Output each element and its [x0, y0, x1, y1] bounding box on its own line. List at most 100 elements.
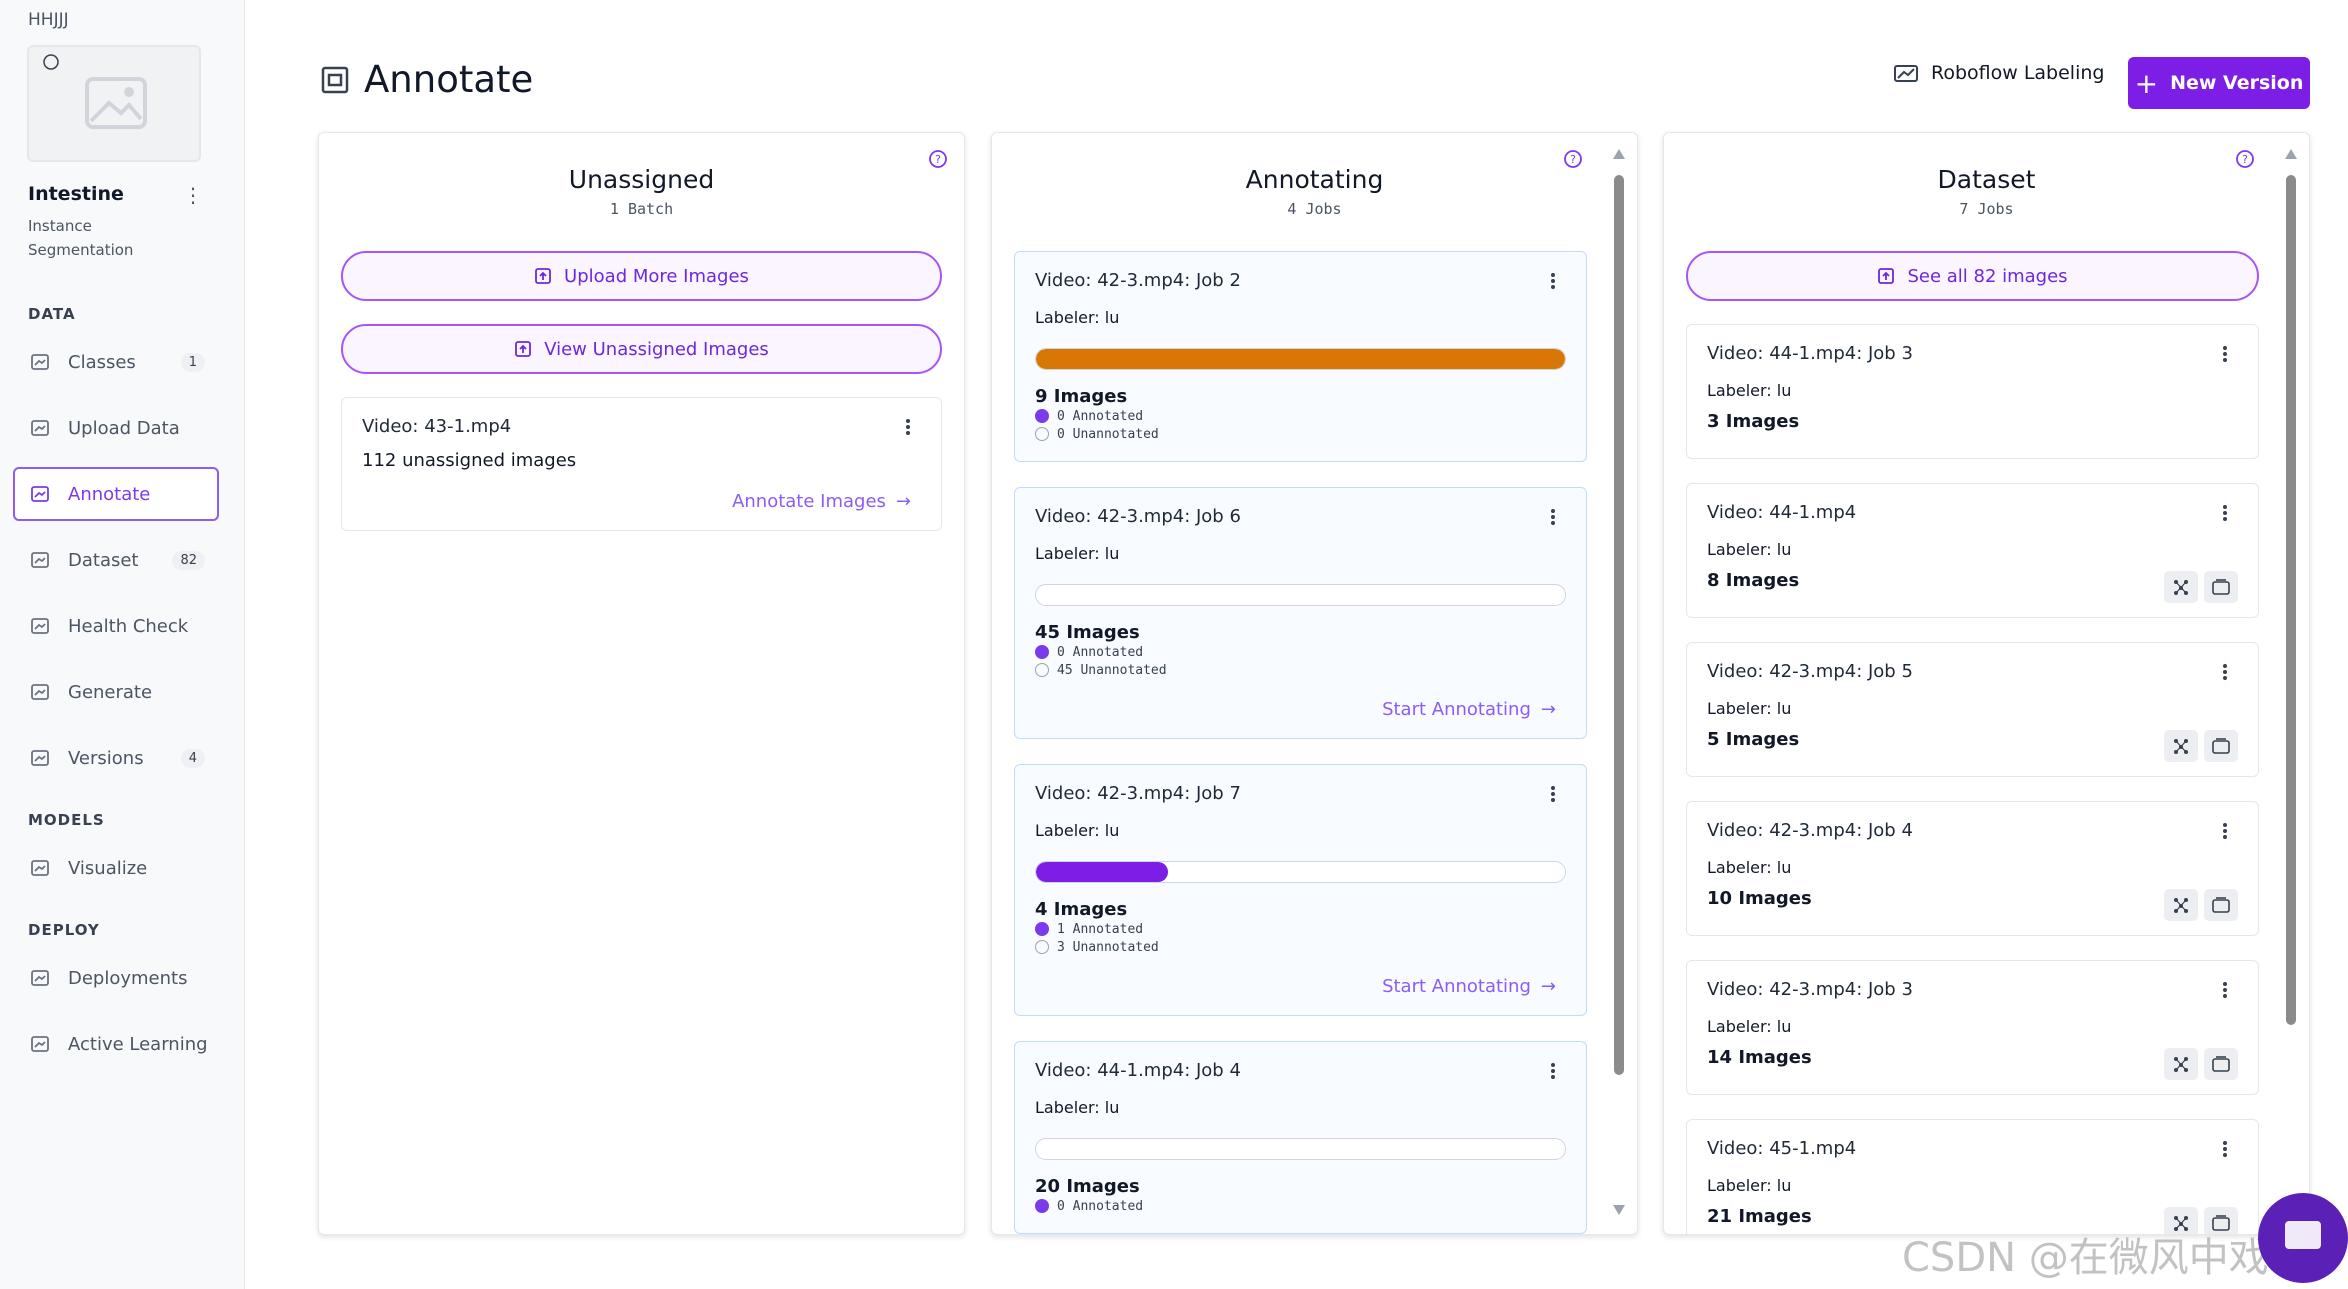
folder-button[interactable] — [2204, 730, 2238, 762]
card-menu[interactable] — [1550, 508, 1556, 526]
card: Video: 44-1.mp4: Job 4 Labeler: lu 20 Imag… — [1014, 1041, 1587, 1234]
card-menu[interactable] — [2222, 822, 2228, 840]
nav-item[interactable]: Upload Data — [13, 395, 219, 461]
column-subtitle: 1 Batch — [609, 200, 674, 218]
nav-item[interactable]: Generate — [13, 659, 219, 725]
image-count: 5 Images — [1707, 729, 1800, 750]
folder-button[interactable] — [2204, 1207, 2238, 1234]
help-icon[interactable]: ? — [2235, 149, 2255, 169]
graph-button[interactable] — [2164, 730, 2198, 762]
plus-icon: + — [2134, 66, 2159, 100]
new-version-text: New Version — [2170, 72, 2304, 94]
card-title: Video: 42-3.mp4: Job 4 — [1707, 820, 1913, 841]
nav-icon — [31, 970, 49, 986]
column-title: Annotating — [1245, 165, 1384, 194]
image-count: 3 Images — [1707, 411, 1800, 432]
nav-icon — [31, 420, 49, 436]
card-menu[interactable] — [1550, 1062, 1556, 1080]
nav-icon — [31, 1036, 49, 1052]
labeler: Labeler: lu — [1707, 1017, 1792, 1036]
card-menu[interactable] — [905, 418, 911, 436]
card-actions — [2164, 1207, 2238, 1234]
legend-dot — [1035, 940, 1049, 954]
nav-item[interactable]: Deployments — [13, 945, 219, 1011]
graph-button[interactable] — [2164, 571, 2198, 603]
column-header: Annotating 4 Jobs — [992, 133, 1637, 223]
action-button[interactable]: Upload More Images — [341, 251, 942, 301]
card-menu — [2223, 1141, 2227, 1157]
nav-icon — [30, 352, 68, 372]
help-icon: ? — [929, 150, 947, 168]
graph-button[interactable] — [2164, 1048, 2198, 1080]
nav-item[interactable]: Health Check — [13, 593, 219, 659]
thumb-icon — [43, 54, 147, 129]
folder-button[interactable] — [2204, 889, 2238, 921]
legend-dot — [1035, 427, 1049, 441]
labeler: Labeler: lu — [1707, 1176, 1792, 1195]
nav-icon — [30, 1034, 68, 1054]
unannotated-legend: 3 Unannotated — [1035, 938, 1566, 956]
title-text: Annotate — [364, 58, 534, 101]
nav-item[interactable]: Active Learning — [13, 1011, 219, 1077]
labeling-button[interactable]: Roboflow Labeling — [1893, 62, 2104, 84]
help-icon[interactable]: ? — [928, 149, 948, 169]
labeler: Labeler: lu — [1035, 544, 1120, 563]
card-actions — [2164, 1048, 2238, 1080]
annotated-legend: 1 Annotated — [1035, 920, 1566, 938]
action-button[interactable]: See all 82 images — [1686, 251, 2259, 301]
annotate-icon — [321, 66, 349, 93]
card-menu[interactable] — [2222, 345, 2228, 363]
card-menu[interactable] — [2222, 1140, 2228, 1158]
workspace[interactable]: HHJJJ — [28, 10, 69, 30]
nav-icon — [30, 484, 68, 504]
card-menu[interactable] — [2222, 663, 2228, 681]
labeler: Labeler: lu — [1707, 699, 1792, 718]
card-title: Video: 44-1.mp4 — [1707, 502, 1857, 523]
card-menu[interactable] — [1550, 785, 1556, 803]
project-menu[interactable]: ⋮ — [183, 183, 203, 207]
folder-button[interactable] — [2204, 571, 2238, 603]
graph-button[interactable] — [2164, 889, 2198, 921]
help-icon[interactable]: ? — [1563, 149, 1583, 169]
action-button[interactable]: View Unassigned Images — [341, 324, 942, 374]
legend-dot — [1035, 922, 1049, 936]
action-icon — [2174, 739, 2188, 754]
card-title: Video: 44-1.mp4: Job 4 — [1035, 1060, 1241, 1081]
unannotated-legend: 0 Unannotated — [1035, 425, 1566, 443]
labeling-text: Roboflow Labeling — [1931, 62, 2105, 84]
column-body: Video: 42-3.mp4: Job 2 Labeler: lu 9 Image… — [1014, 251, 1587, 1234]
nav: DATA Classes 1 Upload Data Annotate Dataset 82… — [13, 285, 219, 1077]
nav-icon — [30, 968, 68, 988]
card-menu[interactable] — [1550, 272, 1556, 290]
card-link[interactable]: Start Annotating → — [1382, 976, 1556, 997]
nav-icon — [31, 486, 49, 502]
card-menu — [1551, 509, 1555, 525]
labeler: Labeler: lu — [1707, 540, 1792, 559]
nav-label: Classes — [68, 351, 136, 373]
card-menu[interactable] — [2222, 981, 2228, 999]
card-link[interactable]: Start Annotating → — [1382, 699, 1556, 720]
column-header: Dataset 7 Jobs — [1664, 133, 2309, 223]
nav-item[interactable]: Dataset 82 — [13, 527, 219, 593]
chat-button[interactable] — [2255, 1188, 2348, 1289]
action-icon — [2212, 738, 2230, 754]
card: Video: 45-1.mp4 Labeler: lu 21 Images — [1686, 1119, 2259, 1234]
card-menu — [2223, 982, 2227, 998]
new-version-button[interactable]: + New Version — [2128, 57, 2310, 109]
nav-item[interactable]: Annotate — [13, 467, 219, 521]
card-link[interactable]: Annotate Images → — [732, 491, 911, 512]
watermark: CSDN @在微风中戏唱 — [1902, 1235, 2309, 1281]
folder-button[interactable] — [2204, 1048, 2238, 1080]
nav-item[interactable]: Versions 4 — [13, 725, 219, 791]
graph-button[interactable] — [2164, 1207, 2198, 1234]
nav-label: Annotate — [68, 483, 151, 505]
nav-item[interactable]: Visualize — [13, 835, 219, 901]
card: Video: 42-3.mp4: Job 5 Labeler: lu 5 Image… — [1686, 642, 2259, 777]
nav-label: Generate — [68, 681, 153, 703]
scrollbar[interactable] — [2283, 145, 2299, 1222]
help-icon: ? — [1564, 150, 1582, 168]
scrollbar[interactable] — [1611, 145, 1627, 1222]
legend-text: 45 Unannotated — [1057, 662, 1167, 678]
card-menu[interactable] — [2222, 504, 2228, 522]
nav-item[interactable]: Classes 1 — [13, 329, 219, 395]
